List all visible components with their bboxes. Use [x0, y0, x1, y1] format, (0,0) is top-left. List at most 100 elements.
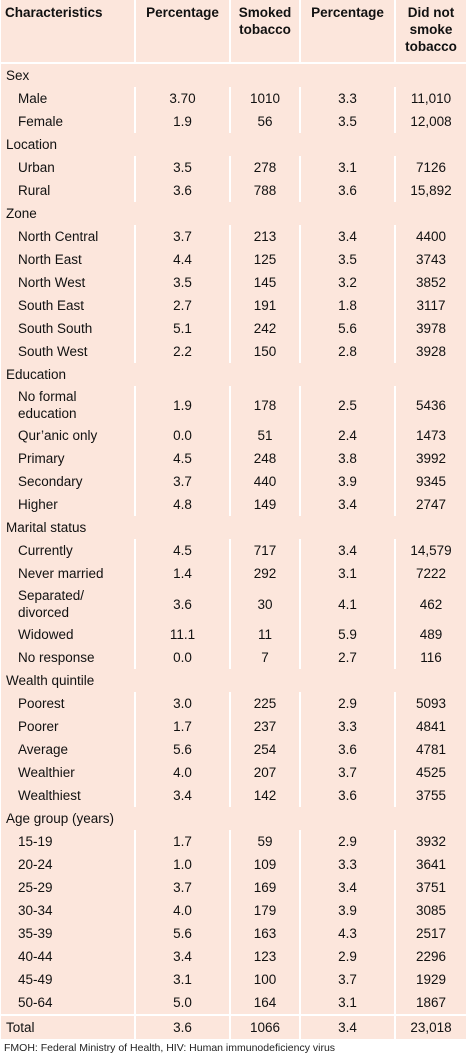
cell: 4525 [394, 761, 466, 784]
data-row: 45-49 3.1 100 3.7 1929 [1, 968, 466, 991]
data-row: South West 2.2 150 2.8 3928 [1, 340, 466, 363]
cell: 3.9 [299, 470, 395, 493]
cell: 3.5 [134, 156, 230, 179]
row-label: Secondary [18, 474, 83, 489]
cell: 1.9 [134, 110, 230, 133]
section-label: Marital status [6, 520, 87, 535]
cell: 23,018 [394, 1014, 466, 1039]
cell: 14,579 [394, 539, 466, 562]
cell: 1.7 [134, 715, 230, 738]
cell: 3.8 [299, 447, 395, 470]
cell: 3.4 [299, 876, 395, 899]
row-label: Separated/ divorced [18, 588, 85, 620]
table-header: Characteristics Percentage Smoked tobacco P… [1, 0, 466, 64]
data-row: Poorer 1.7 237 3.3 4841 [1, 715, 466, 738]
cell: 3.7 [299, 968, 395, 991]
cell: 11,010 [394, 87, 466, 110]
cell: 2.9 [299, 830, 395, 853]
cell: 4400 [394, 225, 466, 248]
cell: 163 [229, 922, 300, 945]
cell: 5.6 [134, 922, 230, 945]
row-label: Wealthiest [18, 788, 81, 803]
cell: 125 [229, 248, 300, 271]
cell: 2.5 [299, 386, 395, 424]
data-row: North West 3.5 145 3.2 3852 [1, 271, 466, 294]
cell: 2.7 [299, 646, 395, 669]
data-row: Urban 3.5 278 3.1 7126 [1, 156, 466, 179]
column-header: Percentage [299, 0, 395, 64]
cell: 109 [229, 853, 300, 876]
cell: 3.4 [299, 1014, 395, 1039]
cell: 3.1 [134, 968, 230, 991]
column-header: Percentage [134, 0, 230, 64]
cell: 2.8 [299, 340, 395, 363]
row-label: 25-29 [18, 880, 53, 895]
cell: 7 [229, 646, 300, 669]
cell: 3.70 [134, 87, 230, 110]
cell: 2517 [394, 922, 466, 945]
row-label: Urban [18, 160, 55, 175]
row-label: Never married [18, 566, 104, 581]
cell: 3.3 [299, 87, 395, 110]
cell: 3932 [394, 830, 466, 853]
cell: 142 [229, 784, 300, 807]
section-row: Sex [1, 63, 466, 87]
cell: 4.5 [134, 447, 230, 470]
cell: 4.0 [134, 899, 230, 922]
section-row: Location [1, 133, 466, 156]
cell: 12,008 [394, 110, 466, 133]
column-header: Smoked tobacco [229, 0, 300, 64]
cell: 5.6 [134, 738, 230, 761]
cell: 3.1 [299, 156, 395, 179]
cell: 4.8 [134, 493, 230, 516]
cell: 100 [229, 968, 300, 991]
cell: 5.9 [299, 623, 395, 646]
cell: 4.4 [134, 248, 230, 271]
row-label: North Central [18, 229, 99, 244]
row-label: North East [18, 252, 82, 267]
cell: 2747 [394, 493, 466, 516]
data-row: North East 4.4 125 3.5 3743 [1, 248, 466, 271]
cell: 3.9 [299, 899, 395, 922]
cell: 59 [229, 830, 300, 853]
column-header: Characteristics [1, 0, 135, 64]
row-label: Widowed [18, 627, 74, 642]
row-label: No response [18, 650, 95, 665]
section-label: Location [6, 137, 58, 152]
data-row: 25-29 3.7 169 3.4 3751 [1, 876, 466, 899]
data-row: 30-34 4.0 179 3.9 3085 [1, 899, 466, 922]
cell: 462 [394, 585, 466, 623]
cell: 5093 [394, 692, 466, 715]
cell: 5.6 [299, 317, 395, 340]
cell: 7126 [394, 156, 466, 179]
cell: 3751 [394, 876, 466, 899]
cell: 3.6 [299, 738, 395, 761]
cell: 11 [229, 623, 300, 646]
cell: 3.6 [299, 784, 395, 807]
row-label: South West [18, 344, 88, 359]
cell: 489 [394, 623, 466, 646]
cell: 7222 [394, 562, 466, 585]
cell: 5436 [394, 386, 466, 424]
section-row: Zone [1, 202, 466, 225]
cell: 3641 [394, 853, 466, 876]
cell: 3928 [394, 340, 466, 363]
cell: 3.4 [134, 945, 230, 968]
cell: 4.3 [299, 922, 395, 945]
row-label: Wealthier [18, 765, 75, 780]
data-row: 15-19 1.7 59 2.9 3932 [1, 830, 466, 853]
data-table: Characteristics Percentage Smoked tobacco P… [1, 0, 466, 1039]
cell: 1.8 [299, 294, 395, 317]
cell: 3978 [394, 317, 466, 340]
cell: 123 [229, 945, 300, 968]
row-label: Primary [18, 451, 65, 466]
cell: 3.4 [134, 784, 230, 807]
cell: 30 [229, 585, 300, 623]
cell: 3.7 [134, 470, 230, 493]
section-label: Wealth quintile [6, 673, 95, 688]
cell: 248 [229, 447, 300, 470]
cell: 3.4 [299, 225, 395, 248]
cell: 3.4 [299, 493, 395, 516]
row-label: 40-44 [18, 949, 53, 964]
data-row: Poorest 3.0 225 2.9 5093 [1, 692, 466, 715]
